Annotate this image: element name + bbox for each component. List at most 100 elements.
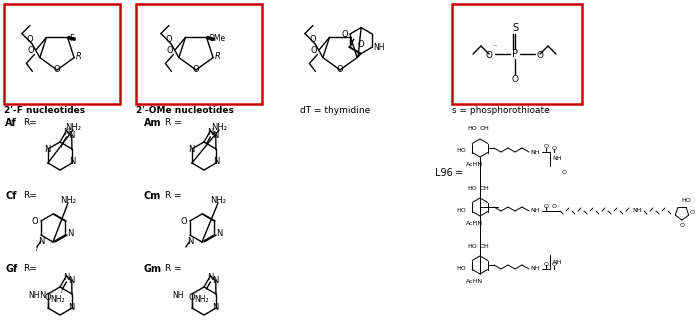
Text: NH: NH xyxy=(530,266,540,271)
Text: NH₂: NH₂ xyxy=(60,196,76,205)
Text: OH: OH xyxy=(480,186,490,190)
Text: O: O xyxy=(543,144,549,149)
Text: NH: NH xyxy=(29,291,40,299)
Text: N: N xyxy=(213,276,219,285)
Text: HO: HO xyxy=(467,186,477,190)
Text: R=: R= xyxy=(23,264,36,273)
Text: /: / xyxy=(61,142,64,148)
Text: Cf: Cf xyxy=(5,191,17,201)
Text: O: O xyxy=(309,35,316,44)
Text: O: O xyxy=(28,46,34,55)
Text: P: P xyxy=(512,49,518,59)
Text: O: O xyxy=(167,46,174,55)
Text: O: O xyxy=(536,50,543,60)
Bar xyxy=(136,4,262,104)
Text: N: N xyxy=(213,131,219,140)
Text: O: O xyxy=(188,293,195,302)
Text: O: O xyxy=(341,30,348,38)
Text: NH₂: NH₂ xyxy=(210,196,226,205)
Text: N: N xyxy=(69,158,76,166)
Text: HO: HO xyxy=(467,126,477,132)
Text: O: O xyxy=(54,65,60,74)
Text: NH: NH xyxy=(632,209,641,214)
Text: O: O xyxy=(552,263,557,267)
Text: S: S xyxy=(512,23,518,33)
Text: Af: Af xyxy=(5,118,17,128)
Text: HO: HO xyxy=(456,148,466,154)
Text: OMe: OMe xyxy=(209,34,225,43)
Text: O: O xyxy=(166,35,172,44)
Text: O: O xyxy=(690,211,695,215)
Text: O: O xyxy=(337,65,343,74)
Text: N: N xyxy=(39,291,46,299)
Text: Am: Am xyxy=(144,118,162,128)
Text: N: N xyxy=(207,128,214,138)
Text: O: O xyxy=(552,205,557,210)
Text: AcHN: AcHN xyxy=(466,221,484,226)
Text: /: / xyxy=(61,287,64,293)
Text: O: O xyxy=(486,50,493,60)
Text: AcHN: AcHN xyxy=(466,162,484,167)
Text: N: N xyxy=(188,145,194,155)
Text: O: O xyxy=(543,204,549,209)
Bar xyxy=(452,4,582,104)
Text: /: / xyxy=(36,245,38,251)
Text: OH: OH xyxy=(480,126,490,132)
Text: R: R xyxy=(215,52,221,61)
Text: NH₂: NH₂ xyxy=(211,123,227,132)
Text: Gm: Gm xyxy=(144,264,162,274)
Text: Gf: Gf xyxy=(5,264,18,274)
Text: O: O xyxy=(181,216,187,225)
Text: O: O xyxy=(27,35,33,44)
Text: HO: HO xyxy=(467,243,477,248)
Text: AcHN: AcHN xyxy=(466,279,484,284)
Text: O: O xyxy=(32,216,38,225)
Text: N: N xyxy=(43,145,50,155)
Text: O: O xyxy=(561,169,566,174)
Text: N: N xyxy=(63,273,69,283)
Text: HO: HO xyxy=(456,266,466,270)
Text: NH: NH xyxy=(172,291,184,299)
Text: O: O xyxy=(543,262,549,266)
Text: R: R xyxy=(76,52,82,61)
Text: L96: L96 xyxy=(435,168,453,178)
Text: O: O xyxy=(193,65,200,74)
Text: F: F xyxy=(69,34,74,43)
Text: N: N xyxy=(213,158,219,166)
Text: N: N xyxy=(38,237,44,246)
Text: s = phosphorothioate: s = phosphorothioate xyxy=(452,106,550,115)
Text: =: = xyxy=(455,168,463,178)
Text: O: O xyxy=(512,75,519,85)
Text: N: N xyxy=(212,302,218,312)
Text: OH: OH xyxy=(480,243,490,248)
Text: dT = thymidine: dT = thymidine xyxy=(300,106,370,115)
Text: NH: NH xyxy=(530,149,540,155)
Text: N: N xyxy=(67,230,74,239)
Text: 2'-OMe nucleotides: 2'-OMe nucleotides xyxy=(136,106,234,115)
Text: O: O xyxy=(680,223,685,228)
Text: NH: NH xyxy=(552,260,561,265)
Text: R =: R = xyxy=(165,191,181,200)
Text: NH₂: NH₂ xyxy=(50,295,65,304)
Text: HO: HO xyxy=(456,208,466,213)
Text: O: O xyxy=(358,39,365,49)
Text: NH₂: NH₂ xyxy=(65,123,81,132)
Text: 2'-F nucleotides: 2'-F nucleotides xyxy=(4,106,85,115)
Text: O: O xyxy=(45,293,51,302)
Bar xyxy=(4,4,120,104)
Text: N: N xyxy=(69,276,75,285)
Text: N: N xyxy=(69,131,75,140)
Text: NH: NH xyxy=(552,157,561,162)
Text: Cm: Cm xyxy=(144,191,161,201)
Text: N: N xyxy=(63,128,69,138)
Text: HO: HO xyxy=(681,198,691,204)
Text: O: O xyxy=(552,145,557,150)
Text: N: N xyxy=(207,273,214,283)
Text: N: N xyxy=(187,237,193,246)
Text: N: N xyxy=(68,302,74,312)
Text: R=: R= xyxy=(23,191,36,200)
Text: NH: NH xyxy=(373,42,385,52)
Text: NH: NH xyxy=(530,209,540,214)
Text: O: O xyxy=(311,46,317,55)
Text: R=: R= xyxy=(23,118,36,127)
